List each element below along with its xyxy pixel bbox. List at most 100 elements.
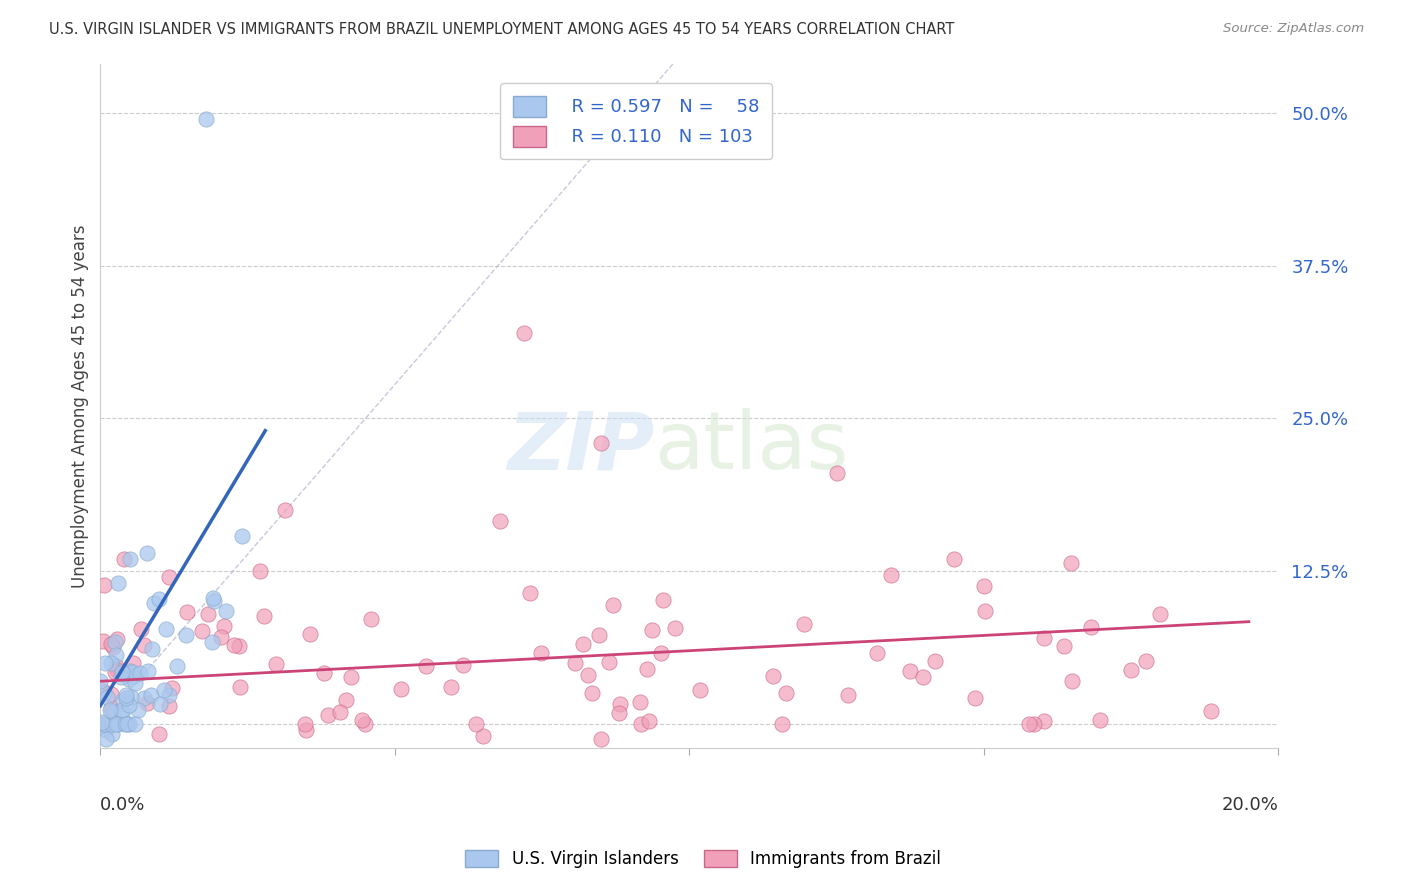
Point [120,664,142,678]
Point [249,564,271,578]
Point [513,326,536,340]
Point [122,669,145,683]
Point [96,717,118,731]
Point [576,668,599,682]
Point [115,690,138,705]
Point [104,665,127,679]
Point [253,609,276,624]
Point [519,586,541,600]
Point [153,682,176,697]
Point [91,633,114,648]
Point [1060,673,1083,688]
Legend: U.S. Virgin Islanders, Immigrants from Brazil: U.S. Virgin Islanders, Immigrants from B… [458,843,948,875]
Point [129,623,152,637]
Point [770,717,793,731]
Point [191,624,214,639]
Point [104,717,127,731]
Point [312,666,335,681]
Point [295,723,318,738]
Point [118,672,141,686]
Point [316,707,339,722]
Point [107,632,129,646]
Point [103,640,125,654]
Point [489,514,512,528]
Point [630,717,652,731]
Point [572,638,595,652]
Point [110,670,132,684]
Point [115,717,138,731]
Point [472,729,495,743]
Point [581,685,603,699]
Point [924,654,946,668]
Point [825,467,848,481]
Point [451,658,474,673]
Point [114,717,136,731]
Point [112,552,135,566]
Point [602,598,624,612]
Point [120,690,142,705]
Point [195,112,218,126]
Point [636,662,658,676]
Point [176,606,198,620]
Point [141,642,163,657]
Point [1033,714,1056,728]
Point [664,621,686,635]
Point [793,617,815,632]
Point [90,717,112,731]
Point [111,706,134,721]
Point [89,673,111,688]
Point [118,552,141,566]
Point [1135,654,1157,668]
Point [264,657,287,672]
Point [880,568,903,582]
Text: 0.0%: 0.0% [100,797,146,814]
Point [96,690,118,704]
Point [350,714,373,728]
Point [389,681,412,696]
Point [122,656,145,670]
Point [229,681,252,695]
Point [136,664,159,678]
Y-axis label: Unemployment Among Ages 45 to 54 years: Unemployment Among Ages 45 to 54 years [72,225,89,588]
Point [121,665,143,680]
Point [100,717,122,731]
Point [160,681,183,695]
Point [132,691,155,706]
Point [155,622,177,636]
Text: ZIP: ZIP [506,409,654,486]
Point [329,706,352,720]
Point [101,705,124,719]
Point [589,436,612,450]
Point [609,697,631,711]
Point [149,697,172,711]
Point [101,727,124,741]
Point [354,717,377,731]
Point [100,701,122,715]
Point [93,578,115,592]
Point [129,666,152,681]
Point [224,638,246,652]
Point [136,696,159,710]
Point [628,695,651,709]
Point [1088,713,1111,727]
Point [641,623,664,637]
Point [529,646,551,660]
Point [105,648,128,663]
Text: U.S. VIRGIN ISLANDER VS IMMIGRANTS FROM BRAZIL UNEMPLOYMENT AMONG AGES 45 TO 54 : U.S. VIRGIN ISLANDER VS IMMIGRANTS FROM … [49,22,955,37]
Point [197,607,219,621]
Point [866,646,889,660]
Point [111,665,134,679]
Point [1119,663,1142,677]
Point [202,594,225,608]
Point [107,576,129,591]
Point [651,593,673,607]
Point [139,689,162,703]
Point [1149,607,1171,621]
Point [1018,717,1040,731]
Point [215,604,238,618]
Point [1060,556,1083,570]
Point [148,592,170,607]
Point [1053,639,1076,653]
Point [335,693,357,707]
Point [90,714,112,729]
